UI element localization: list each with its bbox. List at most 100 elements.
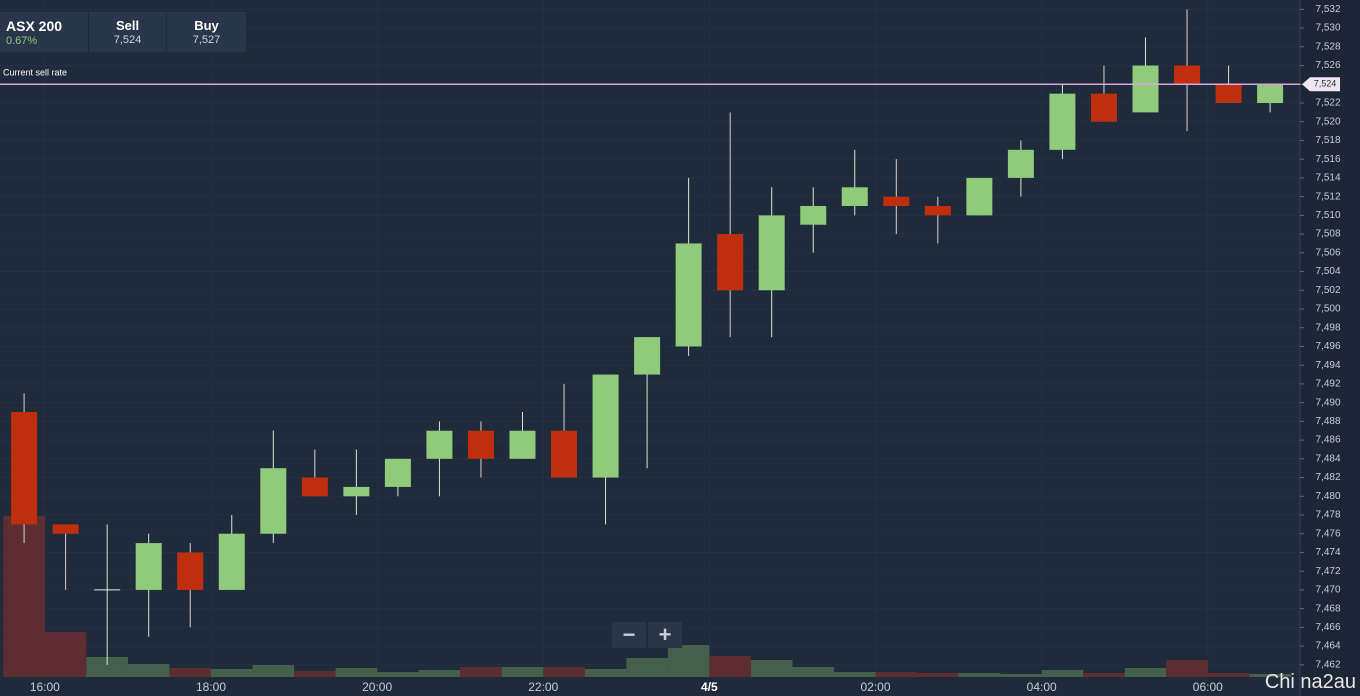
candle-body (1132, 65, 1159, 113)
volume-bar (543, 667, 585, 677)
candle-body (1174, 65, 1201, 85)
y-tick-label: 7,478 (1315, 510, 1340, 521)
candle-body (384, 458, 411, 487)
x-tick-label: 4/5 (701, 680, 718, 694)
candle-body (1090, 93, 1117, 122)
candle-body (966, 177, 993, 216)
y-tick-label: 7,510 (1315, 210, 1340, 221)
volume-bar (1041, 670, 1084, 677)
y-tick-label: 7,502 (1315, 285, 1340, 296)
y-tick-label: 7,474 (1315, 547, 1340, 558)
volume-bar (958, 673, 1001, 677)
x-tick-label: 04:00 (1027, 680, 1057, 694)
y-tick-label: 7,486 (1315, 435, 1340, 446)
candle-body (1215, 84, 1242, 104)
volume-bar (1166, 660, 1208, 677)
current-rate-tag (1302, 77, 1340, 92)
volume-bar (833, 672, 876, 677)
volume-bar (335, 668, 378, 677)
volume-bar (1249, 674, 1291, 677)
sell-price: 7,524 (113, 34, 142, 46)
y-tick-label: 7,512 (1315, 191, 1340, 202)
y-tick-label: 7,500 (1315, 304, 1340, 315)
y-tick-label: 7,470 (1315, 585, 1340, 596)
candle-body (800, 206, 827, 225)
y-tick-label: 7,488 (1315, 416, 1340, 427)
y-tick-label: 7,492 (1315, 379, 1340, 390)
candle-body (218, 533, 245, 590)
y-tick-label: 7,526 (1315, 60, 1340, 71)
y-tick-label: 7,484 (1315, 453, 1340, 464)
volume-bar (86, 657, 128, 677)
volume-bar (294, 671, 336, 677)
volume-bar (460, 667, 502, 677)
y-tick-label: 7,480 (1315, 491, 1340, 502)
volume-bar (584, 669, 627, 677)
candle-body (551, 430, 578, 478)
change: 0.67% (6, 35, 38, 47)
candle-body (509, 430, 536, 459)
marks (3, 9, 1291, 677)
y-tick-label: 7,532 (1315, 4, 1340, 15)
zoom-out[interactable]: − (612, 622, 646, 648)
current-rate-value: 7,524 (1314, 79, 1337, 89)
y-tick-label: 7,504 (1315, 266, 1340, 277)
volume-bar (1207, 673, 1250, 677)
volume-bar (875, 672, 918, 677)
current-rate-label: Current sell rate (3, 68, 67, 78)
candle-body (426, 430, 453, 459)
grid (0, 0, 1300, 677)
x-tick-label: 20:00 (362, 680, 392, 694)
y-tick-label: 7,494 (1315, 360, 1340, 371)
sell-box[interactable]: Sell 7,524 (89, 12, 166, 52)
y-tick-label: 7,468 (1315, 603, 1340, 614)
volume-bar (377, 672, 419, 677)
x-tick-label: 16:00 (30, 680, 60, 694)
y-tick-label: 7,482 (1315, 472, 1340, 483)
x-tick-label: 22:00 (528, 680, 558, 694)
candle-body (1049, 93, 1076, 150)
candle-body (467, 430, 494, 459)
buy-box[interactable]: Buy 7,527 (167, 12, 246, 52)
volume-bar (626, 658, 668, 677)
volume-bar (418, 670, 461, 677)
symbol: ASX 200 (6, 18, 63, 34)
candle-body (717, 234, 744, 291)
symbol-box: ASX 200 0.67% (0, 12, 88, 52)
sell-label: Sell (115, 18, 140, 33)
volume-bar (1000, 674, 1042, 677)
y-tick-label: 7,520 (1315, 116, 1340, 127)
y-tick-label: 7,518 (1315, 135, 1340, 146)
candle-body (1007, 149, 1034, 178)
zoom-in[interactable]: + (648, 622, 682, 648)
y-tick-label: 7,476 (1315, 528, 1340, 539)
volume-bar (792, 667, 834, 677)
price-axis-bg (1300, 0, 1360, 696)
volume-bar (44, 632, 87, 677)
x-tick-label: 02:00 (861, 680, 891, 694)
watermark: Chi na2au (1264, 671, 1356, 693)
candle-body (758, 215, 785, 291)
x-tick-label: 18:00 (196, 680, 226, 694)
y-tick-label: 7,514 (1315, 173, 1340, 184)
y-tick-label: 7,528 (1315, 41, 1340, 52)
y-tick-label: 7,522 (1315, 98, 1340, 109)
y-tick-label: 7,496 (1315, 341, 1340, 352)
x-tick-label: 06:00 (1193, 680, 1223, 694)
y-tick-label: 7,464 (1315, 641, 1340, 652)
volume-bar (169, 668, 211, 677)
candle-body (634, 337, 661, 375)
volume-bar (667, 645, 710, 677)
volume-bar (1124, 668, 1167, 677)
y-tick-label: 7,466 (1315, 622, 1340, 633)
volume-bar (501, 667, 544, 677)
candle-body (675, 243, 702, 347)
y-tick-label: 7,498 (1315, 322, 1340, 333)
candle-body (841, 187, 868, 207)
candle-body (592, 374, 619, 478)
buy-price: 7,527 (192, 34, 221, 46)
volume-bar (127, 664, 170, 677)
volume-bar (210, 669, 253, 677)
